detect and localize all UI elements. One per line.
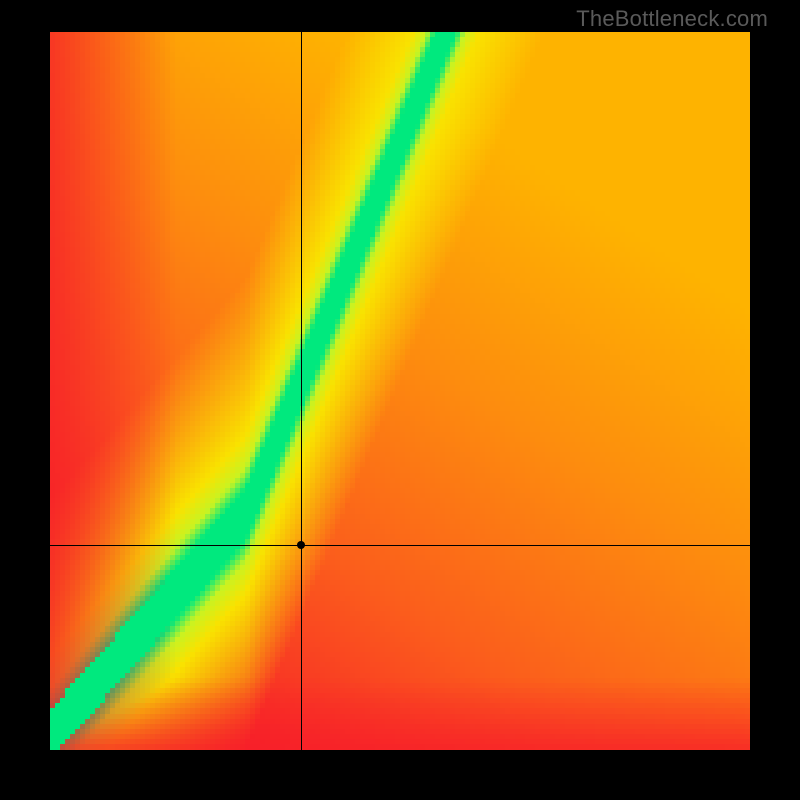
watermark-text: TheBottleneck.com [576,6,768,32]
heatmap-canvas [50,32,750,750]
marker-dot [297,541,305,549]
crosshair-horizontal [50,545,750,546]
heatmap-plot [50,32,750,750]
crosshair-vertical [301,32,302,750]
